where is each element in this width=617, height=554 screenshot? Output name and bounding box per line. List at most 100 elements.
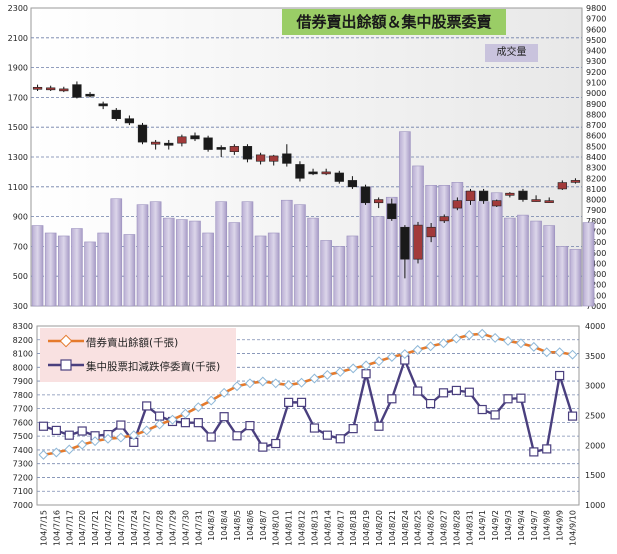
right-tick-label: 9600 — [586, 25, 606, 34]
right-tick-label: 9700 — [586, 15, 606, 24]
legend: 借券賣出餘額(千張) 集中股票扣減跌停委賣(千張) — [40, 328, 236, 382]
candle-body — [46, 87, 56, 91]
right-tick-label: 8400 — [586, 153, 606, 162]
x-tick-label: 104/9/2 — [491, 510, 500, 541]
left-tick-label: 1700 — [8, 93, 28, 102]
series-point — [103, 433, 113, 444]
series-point — [361, 360, 372, 371]
series-point — [374, 356, 384, 367]
line-chart: 7000 7100 7200 7300 7400 7500 7600 7700 7800 7900… — [13, 322, 606, 546]
volume-bar — [44, 232, 57, 307]
volume-bar — [307, 217, 319, 307]
volume-bar — [84, 241, 96, 307]
x-tick-label: 104/7/30 — [181, 510, 190, 546]
volume-bar — [425, 185, 437, 307]
volume-bar — [399, 131, 411, 307]
candle-body — [190, 135, 200, 140]
series-point — [335, 434, 345, 444]
series-point — [296, 397, 307, 407]
volume-bar — [149, 201, 162, 307]
series-point — [77, 439, 88, 450]
series-short-balance — [38, 328, 578, 460]
left-tick-label: 8300 — [13, 322, 33, 331]
volume-bar — [136, 204, 149, 307]
series-point — [335, 366, 346, 377]
series-point — [425, 341, 436, 352]
x-tick-label: 104/8/13 — [310, 510, 319, 546]
legend-item-sell-orders: 集中股票扣減跌停委賣(千張) — [40, 356, 236, 376]
x-tick-label: 104/8/21 — [388, 510, 397, 546]
volume-bar — [333, 246, 346, 307]
series-point — [270, 378, 281, 389]
right-tick-label: 8200 — [586, 174, 606, 183]
x-tick-label: 104/9/8 — [543, 510, 552, 541]
series-point — [387, 394, 397, 404]
series-point — [322, 430, 332, 440]
left-tick-label: 7900 — [13, 377, 33, 386]
right-tick-label: 7500 — [586, 249, 606, 258]
left-tick-label: 7400 — [13, 446, 33, 455]
x-tick-label: 104/9/1 — [478, 510, 487, 541]
right-tick-label: 8500 — [586, 142, 606, 151]
candle-body — [452, 200, 462, 209]
right-tick-label: 8600 — [586, 132, 606, 141]
series-point — [38, 449, 49, 460]
volume-bar — [281, 199, 293, 307]
volume-bar — [97, 232, 109, 307]
volume-bar — [477, 201, 490, 307]
series-point — [361, 369, 371, 379]
volume-bar — [556, 246, 569, 307]
candle-body — [360, 186, 371, 204]
x-tick-label: 104/8/27 — [440, 510, 449, 546]
x-tick-label: 104/9/9 — [556, 510, 565, 541]
chart-title: 借券賣出餘額＆集中股票委賣 — [282, 9, 506, 35]
volume-bar — [543, 225, 556, 307]
x-tick-label: 104/8/5 — [233, 510, 242, 541]
left-tick-label: 7700 — [13, 405, 33, 414]
right-tick-label: 1500 — [585, 471, 605, 480]
x-tick-label: 104/7/27 — [143, 510, 152, 546]
series-point — [542, 444, 552, 454]
candle-body — [492, 200, 502, 207]
left-tick-label: 300 — [13, 302, 28, 311]
x-tick-label: 104/8/4 — [220, 510, 229, 541]
series-point — [167, 414, 178, 425]
candle-body — [531, 199, 541, 202]
series-point — [232, 381, 242, 392]
series-point — [477, 328, 488, 339]
x-tick-label: 104/9/10 — [569, 510, 578, 546]
volume-bar — [385, 196, 398, 307]
right-tick-label: 8800 — [586, 110, 606, 119]
series-point — [284, 397, 294, 407]
right-tick-label: 8900 — [586, 100, 606, 109]
series-point — [399, 349, 410, 359]
series-sell-orders — [38, 355, 578, 457]
series-point — [567, 349, 578, 360]
x-tick-label: 104/7/23 — [117, 510, 126, 546]
left-tick-label: 7100 — [13, 487, 33, 496]
series-point — [64, 430, 74, 440]
left-tick-label: 500 — [13, 272, 28, 281]
series-point — [90, 436, 101, 447]
left-tick-label: 1300 — [8, 153, 28, 162]
candle-body — [465, 190, 476, 201]
volume-bar — [530, 220, 542, 307]
candle-body — [203, 137, 213, 150]
left-tick-label: 8200 — [13, 336, 33, 345]
series-point — [541, 347, 552, 358]
legend-swatch-purple — [48, 359, 84, 371]
volume-bar — [294, 204, 306, 307]
right-tick-label: 3000 — [585, 382, 605, 391]
x-tick-label: 104/7/29 — [169, 510, 178, 546]
x-tick-label: 104/7/21 — [91, 510, 100, 546]
right-tick-label: 9300 — [586, 57, 606, 66]
x-tick-label: 104/8/28 — [452, 510, 461, 546]
left-tick-label: 1900 — [8, 64, 28, 73]
series-point — [64, 444, 75, 455]
right-tick-label: 1000 — [585, 501, 605, 510]
series-point — [322, 369, 333, 380]
candle-body — [308, 171, 318, 175]
volume-bar — [123, 234, 136, 307]
series-point — [116, 420, 126, 430]
